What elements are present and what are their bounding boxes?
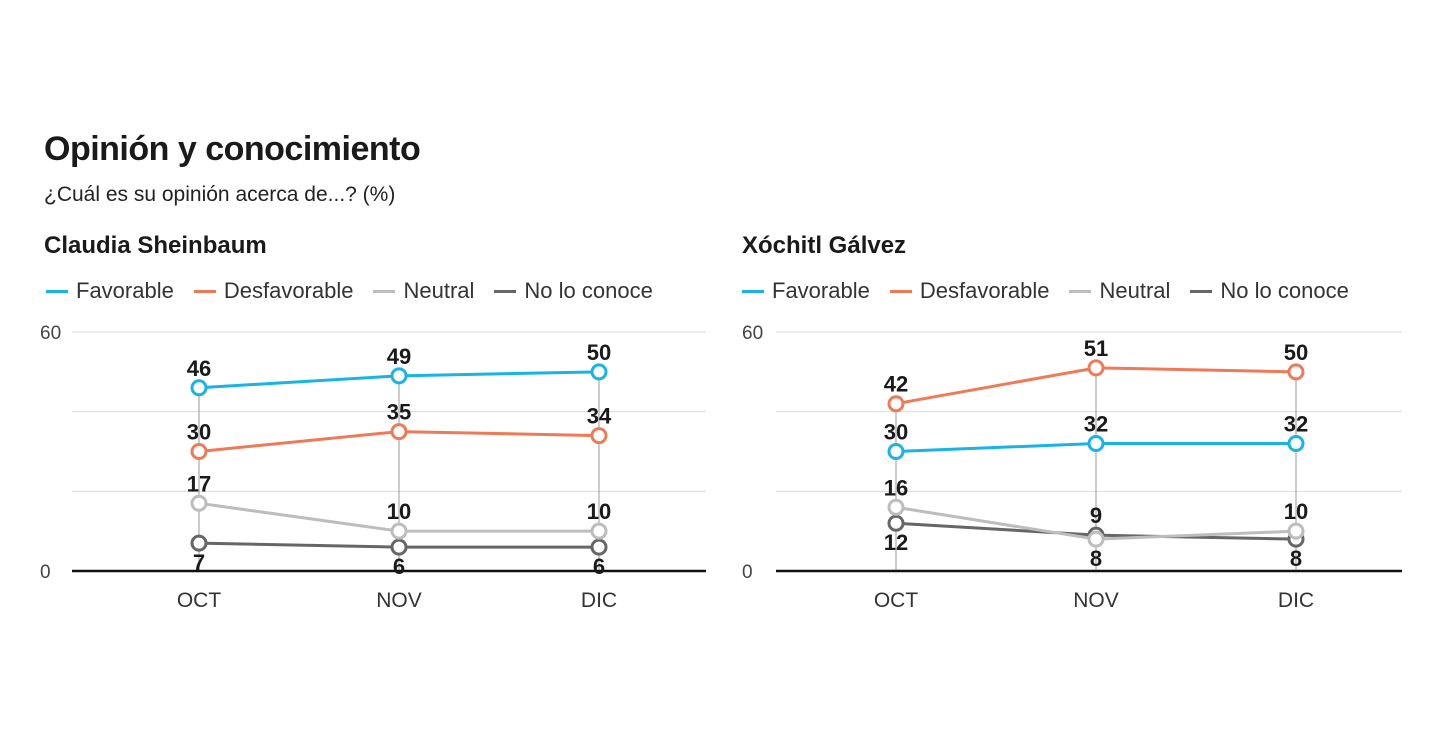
legend-item-desfavorable: Desfavorable bbox=[889, 278, 1050, 304]
data-point-desfavorable bbox=[887, 395, 905, 413]
data-point-desfavorable bbox=[390, 423, 408, 441]
data-point-favorable bbox=[1087, 435, 1105, 453]
legend-item-favorable: Favorable bbox=[742, 278, 870, 304]
data-label-neutral: 8 bbox=[1090, 546, 1102, 571]
legend-item-neutral: Neutral bbox=[373, 278, 474, 304]
data-label-favorable: 50 bbox=[587, 340, 611, 365]
data-label-neutral: 10 bbox=[587, 499, 611, 524]
legend-label: No lo conoce bbox=[524, 278, 653, 303]
data-label-desfavorable: 30 bbox=[187, 420, 211, 445]
legend-swatch-favorable bbox=[46, 289, 68, 293]
x-tick-label: DIC bbox=[1278, 589, 1314, 612]
legend-item-no-lo-conoce: No lo conoce bbox=[494, 278, 653, 304]
data-label-desfavorable: 34 bbox=[587, 404, 612, 429]
data-label-favorable: 46 bbox=[187, 356, 211, 381]
legend-item-no-lo-conoce: No lo conoce bbox=[1190, 278, 1349, 304]
data-point-favorable bbox=[390, 367, 408, 385]
legend-label: Favorable bbox=[76, 278, 174, 303]
data-point-favorable bbox=[887, 443, 905, 460]
data-label-desfavorable: 42 bbox=[884, 372, 908, 397]
legend-swatch-neutral bbox=[373, 289, 396, 293]
legend-swatch-no-lo-conoce bbox=[494, 289, 517, 293]
legend-item-neutral: Neutral bbox=[1069, 278, 1170, 304]
data-point-no-lo-conoce bbox=[390, 538, 408, 556]
data-point-desfavorable bbox=[590, 427, 608, 445]
data-label-no-lo-conoce: 8 bbox=[1290, 546, 1302, 571]
data-label-no-lo-conoce: 6 bbox=[393, 554, 405, 579]
chart-title: Opinión y conocimiento bbox=[44, 130, 421, 168]
data-label-favorable: 30 bbox=[884, 420, 908, 445]
y-tick-label: 0 bbox=[40, 562, 51, 583]
data-point-no-lo-conoce bbox=[887, 514, 905, 532]
panel-title-sheinbaum: Claudia Sheinbaum bbox=[44, 232, 267, 259]
data-label-neutral: 10 bbox=[387, 499, 411, 524]
data-label-favorable: 32 bbox=[1084, 412, 1108, 437]
x-tick-label: OCT bbox=[874, 589, 919, 612]
y-tick-label: 60 bbox=[742, 323, 763, 344]
legend-label: Desfavorable bbox=[919, 278, 1050, 303]
data-point-neutral bbox=[590, 522, 608, 540]
x-tick-label: DIC bbox=[581, 589, 617, 612]
legend-swatch-desfavorable bbox=[889, 289, 912, 293]
x-tick-label: NOV bbox=[376, 589, 422, 612]
data-point-favorable bbox=[1287, 435, 1305, 453]
data-label-neutral: 16 bbox=[884, 475, 908, 500]
y-tick-label: 0 bbox=[742, 562, 753, 583]
data-label-no-lo-conoce: 7 bbox=[193, 550, 205, 575]
legend-label: Neutral bbox=[403, 278, 475, 303]
legend-swatch-neutral bbox=[1069, 289, 1092, 293]
legend-label: Desfavorable bbox=[223, 278, 354, 303]
data-point-favorable bbox=[590, 363, 608, 381]
data-point-neutral bbox=[887, 498, 905, 516]
legend-swatch-desfavorable bbox=[193, 289, 216, 293]
legend-label: Neutral bbox=[1099, 278, 1171, 303]
legend-swatch-no-lo-conoce bbox=[1190, 289, 1213, 293]
data-label-no-lo-conoce: 12 bbox=[884, 530, 908, 555]
data-label-no-lo-conoce: 6 bbox=[593, 554, 605, 579]
data-point-desfavorable bbox=[1287, 363, 1305, 381]
data-label-favorable: 32 bbox=[1284, 412, 1308, 437]
x-tick-label: OCT bbox=[177, 589, 222, 612]
data-point-desfavorable bbox=[1087, 359, 1105, 377]
panel-title-galvez: Xóchitl Gálvez bbox=[742, 232, 907, 259]
data-label-desfavorable: 35 bbox=[387, 400, 411, 425]
data-label-neutral: 17 bbox=[187, 471, 211, 496]
data-label-favorable: 49 bbox=[387, 344, 411, 369]
data-point-favorable bbox=[190, 379, 208, 397]
legend-swatch-favorable bbox=[742, 289, 764, 293]
legend-sheinbaum: Favorable Desfavorable Neutral No lo con… bbox=[46, 278, 653, 304]
y-tick-label: 60 bbox=[40, 323, 61, 344]
data-label-neutral: 10 bbox=[1284, 499, 1308, 524]
legend-galvez: Favorable Desfavorable Neutral No lo con… bbox=[742, 278, 1349, 304]
data-point-neutral bbox=[1087, 530, 1105, 548]
legend-item-favorable: Favorable bbox=[46, 278, 174, 304]
data-point-neutral bbox=[390, 522, 408, 540]
data-point-neutral bbox=[190, 494, 208, 512]
data-point-neutral bbox=[1287, 522, 1305, 540]
legend-label: Favorable bbox=[772, 278, 870, 303]
x-tick-label: NOV bbox=[1073, 589, 1119, 612]
data-label-desfavorable: 51 bbox=[1084, 336, 1108, 361]
data-label-desfavorable: 50 bbox=[1284, 340, 1308, 365]
legend-label: No lo conoce bbox=[1220, 278, 1349, 303]
chart-subtitle: ¿Cuál es su opinión acerca de...? (%) bbox=[44, 183, 396, 206]
data-point-desfavorable bbox=[190, 443, 208, 460]
data-point-no-lo-conoce bbox=[590, 538, 608, 556]
data-label-no-lo-conoce: 9 bbox=[1090, 503, 1102, 528]
line-chart-sheinbaum: 0 60 OCT NOV DIC 46 49 50 30 35 34 17 10 10 7 6 6 bbox=[40, 323, 706, 612]
legend-item-desfavorable: Desfavorable bbox=[193, 278, 354, 304]
data-point-no-lo-conoce bbox=[190, 534, 208, 552]
